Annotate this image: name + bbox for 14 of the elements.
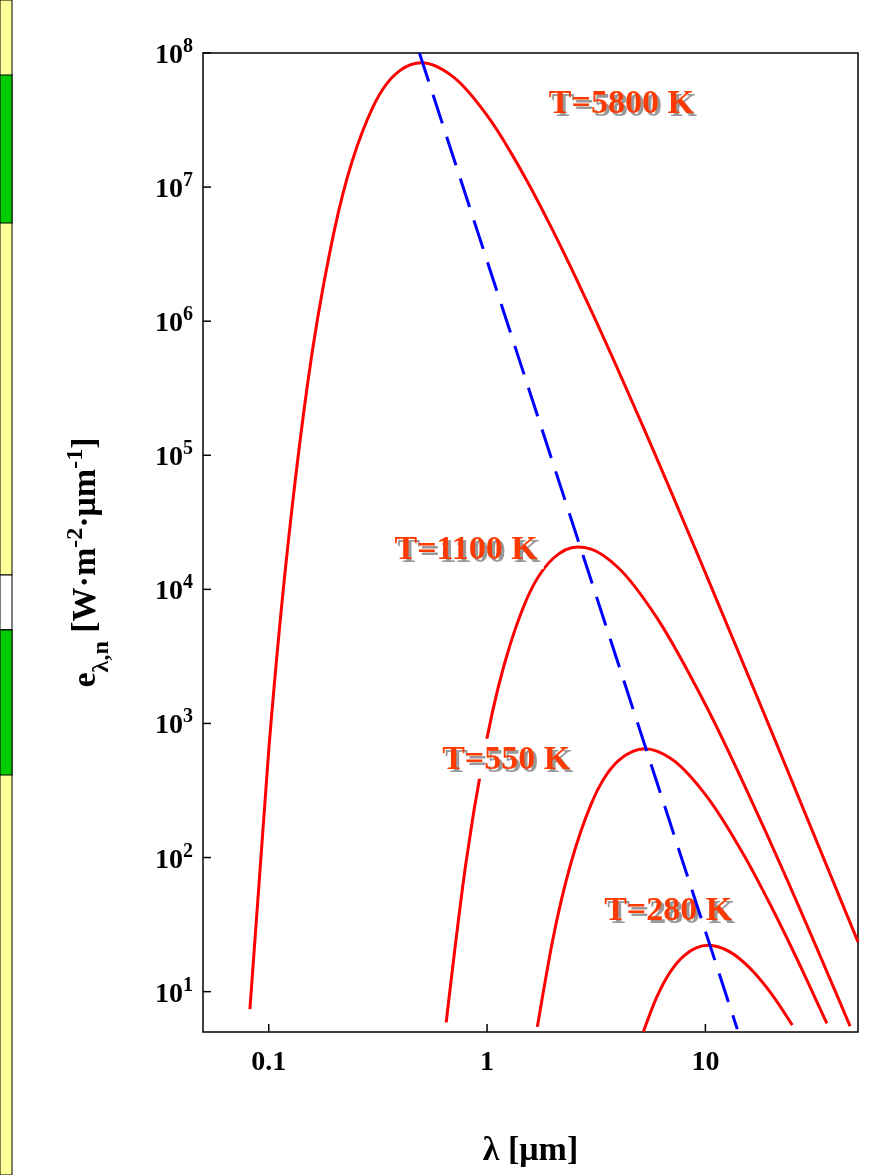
x-tick-label: 0.1 (251, 1045, 287, 1076)
series-label: T=1100 K (397, 531, 542, 569)
y-tick-label: 10$^{7}$ (155, 168, 193, 204)
series-label: T=5800 K (548, 82, 695, 120)
x-tick-label: 10 (691, 1045, 720, 1076)
x-tick-label: 1 (480, 1045, 495, 1076)
y-tick-label: 10$^{6}$ (155, 302, 193, 338)
y-tick-label: 10$^{5}$ (155, 436, 193, 472)
y-tick-label: 10$^{1}$ (155, 972, 193, 1008)
y-tick-label: 10$^{3}$ (155, 704, 193, 740)
y-tick-label: 10$^{2}$ (155, 838, 193, 874)
x-axis-title: λ [μm] (482, 1130, 579, 1167)
y-tick-label: 10$^{4}$ (155, 570, 193, 606)
y-tick-label: 10$^{8}$ (155, 34, 193, 69)
